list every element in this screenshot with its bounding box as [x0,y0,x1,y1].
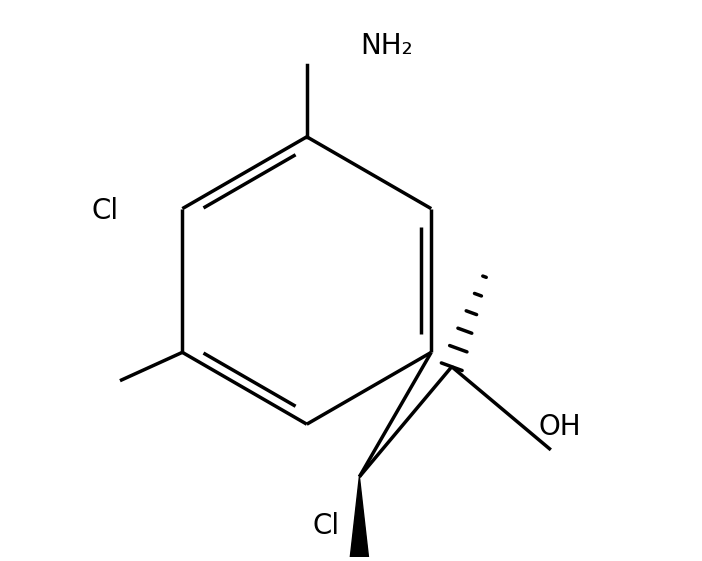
Polygon shape [345,477,373,561]
Text: Cl: Cl [312,512,340,540]
Text: Cl: Cl [91,197,119,226]
Text: NH₂: NH₂ [361,31,413,59]
Text: OH: OH [539,413,581,441]
